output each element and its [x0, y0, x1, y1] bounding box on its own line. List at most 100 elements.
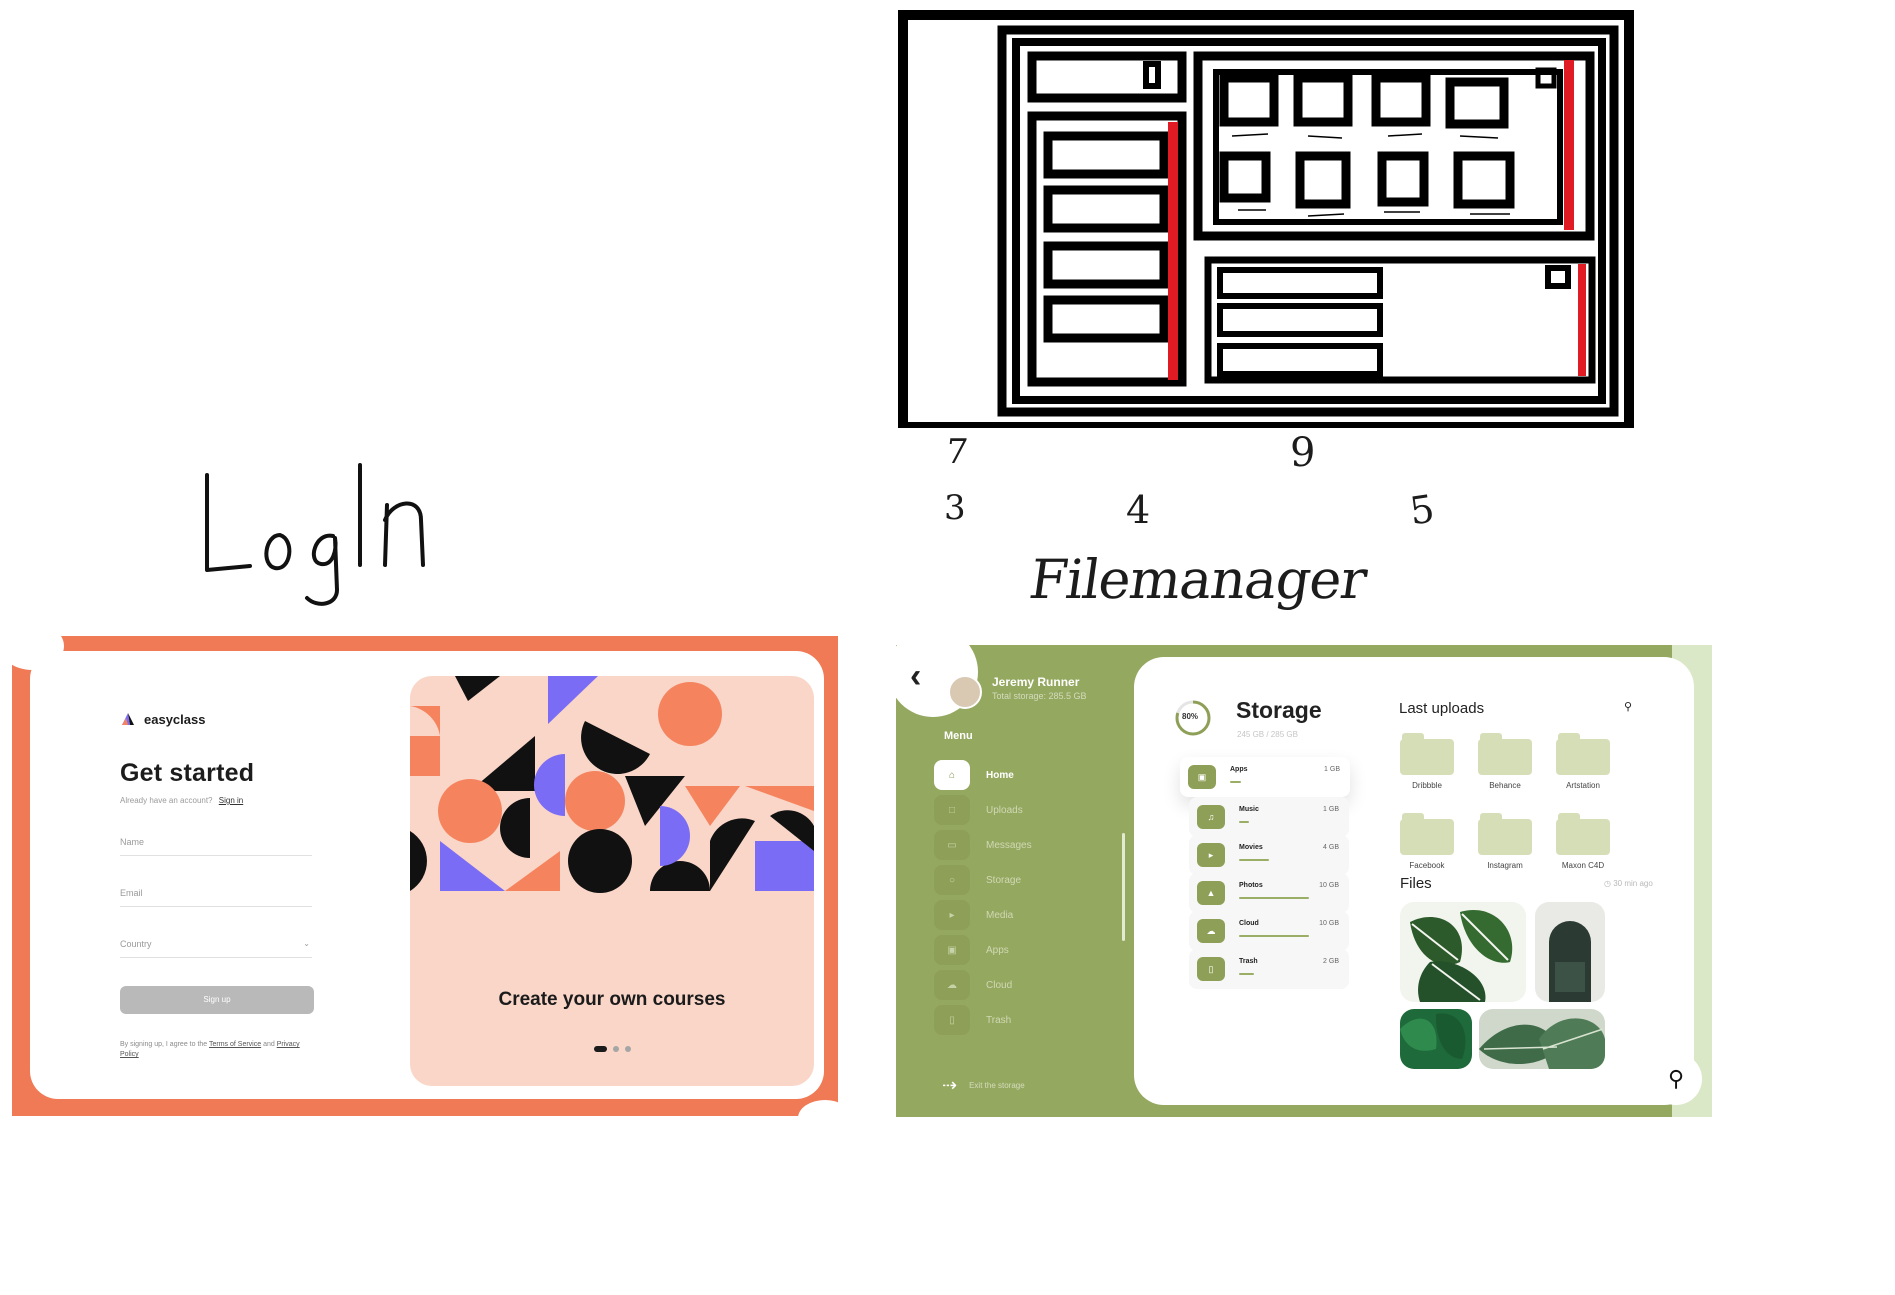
storage-percent: 80% — [1182, 712, 1199, 721]
exit-label: Exit the storage — [969, 1081, 1025, 1090]
user-profile: Jeremy Runner Total storage: 285.5 GB — [948, 675, 1087, 709]
main-panel: 80% Storage 245 GB / 285 GB ▣ Apps 1 GB ♫ M… — [1134, 657, 1694, 1105]
folder-dribbble[interactable]: Dribbble — [1396, 733, 1458, 790]
name-placeholder: Name — [120, 837, 145, 847]
nav-item-media[interactable]: ▸ Media — [934, 900, 1013, 930]
storage-row-apps[interactable]: ▣ Apps 1 GB — [1180, 757, 1350, 797]
folder-icon — [1556, 733, 1610, 775]
carousel-dot[interactable] — [624, 1046, 631, 1052]
usage-bar — [1230, 781, 1241, 783]
signin-link[interactable]: Sign in — [218, 796, 244, 805]
folder-behance[interactable]: Behance — [1474, 733, 1536, 790]
promo-panel: Create your own courses — [410, 676, 814, 1086]
trash-icon: ▯ — [1197, 957, 1225, 981]
name-field[interactable]: Name — [120, 837, 312, 856]
back-arrow-icon: ‹ — [910, 657, 922, 695]
storage-row-cloud[interactable]: ☁ Cloud 10 GB — [1189, 911, 1349, 951]
photo-icon: ▲ — [1197, 881, 1225, 905]
row-name: Apps — [1230, 766, 1248, 773]
storage-row-movies[interactable]: ▸ Movies 4 GB — [1189, 835, 1349, 875]
nav-item-storage[interactable]: ○ Storage — [934, 865, 1021, 895]
nav-label: Cloud — [986, 979, 1013, 991]
folder-maxon-c4d[interactable]: Maxon C4D — [1552, 813, 1614, 870]
wire-label-9: 9 — [1290, 430, 1316, 476]
row-size: 10 GB — [1319, 882, 1339, 889]
cloud-icon: ☁ — [1197, 919, 1225, 943]
page-title: Get started — [120, 759, 255, 787]
row-size: 1 GB — [1324, 766, 1340, 773]
terms-prefix: By signing up, I agree to the — [120, 1041, 208, 1048]
nav-label: Apps — [986, 944, 1009, 956]
nav-item-uploads[interactable]: □ Uploads — [934, 795, 1023, 825]
country-select[interactable]: Country ⌄ — [120, 939, 312, 958]
terms-link[interactable]: Terms of Service — [209, 1041, 262, 1048]
wire-list-scrollbar — [1578, 264, 1586, 376]
carousel-dots[interactable] — [410, 1046, 814, 1052]
folder-artstation[interactable]: Artstation — [1552, 733, 1614, 790]
brand-name: easyclass — [144, 711, 206, 727]
upload-icon: □ — [934, 795, 970, 825]
exit-icon: ⇢ — [942, 1075, 958, 1095]
row-name: Movies — [1239, 844, 1263, 851]
storage-row-music[interactable]: ♫ Music 1 GB — [1189, 797, 1349, 837]
login-screenshot: easyclass Get started Already have an ac… — [0, 622, 852, 1136]
nav-label: Messages — [986, 839, 1032, 851]
storage-row-trash[interactable]: ▯ Trash 2 GB — [1189, 949, 1349, 989]
wire-label-3: 3 — [944, 488, 966, 528]
row-name: Music — [1239, 806, 1259, 813]
folder-facebook[interactable]: Facebook — [1396, 813, 1458, 870]
nav-item-messages[interactable]: ▭ Messages — [934, 830, 1032, 860]
folder-name: Behance — [1489, 781, 1521, 790]
storage-row-photos[interactable]: ▲ Photos 10 GB — [1189, 873, 1349, 913]
zoom-search-icon[interactable]: ⚲ — [1650, 1053, 1702, 1105]
wire-left-scrollbar — [1168, 122, 1178, 380]
files-ago-text: 30 min ago — [1613, 879, 1653, 888]
trash-icon: ▯ — [934, 1005, 970, 1035]
row-size: 2 GB — [1323, 958, 1339, 965]
wire-label-7: 7 — [943, 432, 970, 472]
search-icon[interactable]: ⚲ — [1624, 701, 1633, 713]
country-placeholder: Country — [120, 939, 152, 949]
storage-progress-ring — [1175, 700, 1211, 736]
folder-instagram[interactable]: Instagram — [1474, 813, 1536, 870]
carousel-dot[interactable] — [612, 1046, 619, 1052]
storage-title: Storage — [1236, 697, 1322, 723]
email-field[interactable]: Email — [120, 888, 312, 907]
home-icon: ⌂ — [934, 760, 970, 790]
nav-item-cloud[interactable]: ☁ Cloud — [934, 970, 1012, 1000]
filemanager-wireframe — [898, 10, 1634, 428]
nav-label: Trash — [986, 1014, 1012, 1026]
sidebar-scrollbar[interactable] — [1122, 833, 1125, 941]
door-image — [1549, 921, 1591, 1002]
folder-icon — [1556, 813, 1610, 855]
file-thumbnail-leaves[interactable] — [1400, 1009, 1472, 1069]
geometric-illustration — [410, 676, 814, 893]
file-thumbnail-monstera[interactable] — [1400, 902, 1526, 1002]
signup-button[interactable]: Sign up — [120, 986, 314, 1014]
avatar[interactable] — [948, 675, 982, 709]
monstera-leaf-image — [1410, 910, 1513, 1002]
exit-storage-button[interactable]: ⇢ Exit the storage — [942, 1075, 1025, 1096]
chevron-down-icon: ⌄ — [303, 939, 310, 948]
row-size: 1 GB — [1323, 806, 1339, 813]
file-thumbnail-door[interactable] — [1535, 902, 1605, 1002]
folder-icon — [1400, 813, 1454, 855]
files-title: Files — [1400, 875, 1432, 892]
nav-item-apps[interactable]: ▣ Apps — [934, 935, 1009, 965]
music-icon: ♫ — [1197, 805, 1225, 829]
storage-icon: ○ — [934, 865, 970, 895]
carousel-dot[interactable] — [593, 1046, 607, 1052]
folder-icon — [1400, 733, 1454, 775]
nav-item-trash[interactable]: ▯ Trash — [934, 1005, 1011, 1035]
nav-label: Storage — [986, 874, 1022, 886]
nav-label: Uploads — [986, 804, 1023, 816]
media-icon: ▸ — [934, 900, 970, 930]
privacy-link[interactable]: Privacy Policy — [120, 1041, 300, 1058]
file-thumbnail-calathea[interactable] — [1479, 1009, 1605, 1069]
nav-label: Media — [986, 909, 1014, 921]
wire-grid-scrollbar — [1564, 60, 1574, 230]
movie-icon: ▸ — [1197, 843, 1225, 867]
folder-name: Facebook — [1409, 861, 1445, 870]
nav-item-home[interactable]: ⌂ Home — [934, 760, 1014, 790]
folder-name: Instagram — [1487, 861, 1523, 870]
